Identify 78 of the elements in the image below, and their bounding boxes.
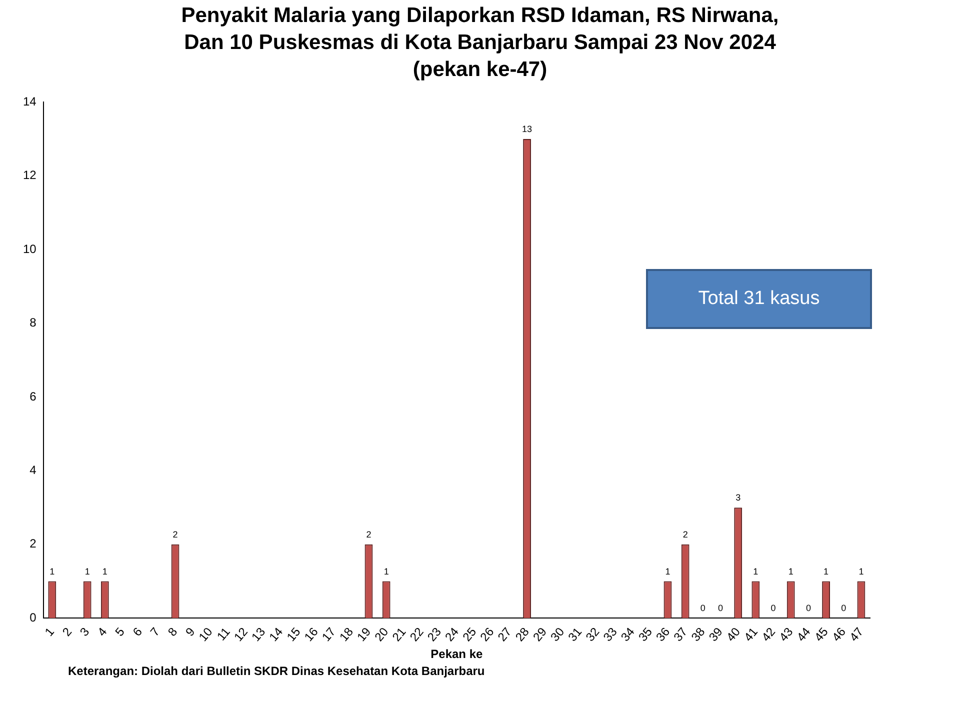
x-tick-label: 33	[600, 624, 620, 644]
data-label: 0	[806, 603, 811, 614]
data-label: 1	[788, 566, 794, 576]
text-box: Total 31 kasus	[646, 269, 872, 329]
x-tick-label: 14	[266, 624, 286, 644]
x-tick-label: 10	[196, 624, 216, 644]
x-tick-label: 41	[741, 624, 761, 644]
x-tick-label: 18	[336, 624, 356, 644]
data-label: 0	[718, 603, 724, 614]
data-label: 1	[102, 566, 108, 576]
y-tick-label: 0	[30, 610, 37, 624]
x-tick-label: 40	[724, 624, 744, 644]
data-label: 13	[522, 124, 532, 134]
x-tick-label: 24	[442, 624, 462, 644]
x-tick-label: 25	[460, 624, 480, 644]
x-tick-label: 5	[112, 624, 128, 639]
text: Keterangan: Diolah dari Bulletin SKDR Dinas Kesehatan Kota Banjarbaru	[68, 664, 485, 678]
x-tick-label: 13	[248, 624, 268, 644]
data-label: 0	[700, 603, 706, 614]
x-tick-label: 12	[231, 624, 251, 644]
x-tick-label: 38	[688, 624, 708, 644]
x-tick-label: 28	[512, 624, 532, 644]
x-tick-label: 44	[794, 624, 814, 644]
x-tick-label: 9	[182, 624, 198, 639]
x-tick-label: 29	[530, 624, 550, 644]
data-label: 2	[366, 529, 372, 540]
x-tick-label: 32	[582, 624, 602, 644]
x-tick-label: 22	[407, 624, 427, 644]
x-tick-label: 20	[372, 624, 392, 644]
x-tick-label: 35	[636, 624, 656, 644]
x-tick-label: 34	[618, 624, 638, 644]
x-tick-label: 39	[706, 624, 726, 644]
data-label: 2	[172, 529, 178, 540]
x-tick-label: 31	[565, 624, 585, 644]
data-label: 1	[665, 566, 670, 576]
x-tick-label: 8	[165, 624, 180, 639]
x-tick-label: 42	[758, 624, 778, 644]
x-tick-label: 2	[60, 624, 75, 639]
x-tick-label: 36	[653, 624, 673, 644]
data-label: 1	[824, 566, 829, 576]
y-tick-label: 14	[22, 94, 37, 109]
y-tick-label: 2	[30, 536, 37, 551]
x-tick-label: 11	[214, 624, 234, 644]
data-label: 1	[858, 566, 864, 576]
x-tick-label: 47	[846, 624, 866, 644]
data-label: 1	[84, 566, 90, 576]
x-tick-label: 7	[147, 624, 163, 639]
x-tick-label: 6	[130, 624, 146, 639]
x-tick-label: 21	[389, 624, 409, 644]
data-label: 1	[384, 566, 389, 576]
x-tick-label: 16	[301, 624, 322, 644]
y-tick-label: 4	[30, 463, 37, 478]
y-tick-label: 8	[30, 316, 37, 330]
x-tick-label: 37	[670, 624, 690, 644]
data-label: 1	[753, 566, 758, 576]
x-tick-label: 45	[812, 624, 832, 644]
data-label: 0	[841, 603, 846, 614]
x-tick-label: 23	[424, 624, 444, 644]
x-tick-label: 30	[548, 624, 568, 644]
chart-title: Penyakit Malaria yang Dilaporkan RSD Idaman, RS Nirwana, Dan 10 Puskesmas di Kota Banjarbaru Sampai 23 Nov 2024 (pekan ke-47)	[180, 3, 780, 83]
x-tick-label: 26	[477, 624, 497, 644]
x-tick-label: 19	[354, 624, 374, 644]
x-tick-label: 3	[77, 624, 92, 639]
x-tick-label: 46	[829, 624, 849, 644]
x-tick-label: 1	[42, 624, 58, 639]
x-axis-title: Pekan ke	[430, 647, 484, 662]
y-tick-label: 6	[30, 389, 37, 404]
x-tick-label: 27	[494, 624, 514, 644]
x-tick-label: 4	[94, 624, 110, 639]
x-tick-label: 15	[284, 624, 304, 644]
data-label: 3	[736, 492, 741, 503]
y-tick-label: 10	[22, 242, 37, 256]
x-tick-label: 43	[776, 624, 796, 644]
data-label: 0	[770, 603, 776, 614]
x-tick-label: 17	[319, 624, 339, 644]
data-label: 2	[682, 529, 688, 540]
y-tick-label: 12	[22, 168, 37, 182]
data-label: 1	[50, 566, 55, 576]
